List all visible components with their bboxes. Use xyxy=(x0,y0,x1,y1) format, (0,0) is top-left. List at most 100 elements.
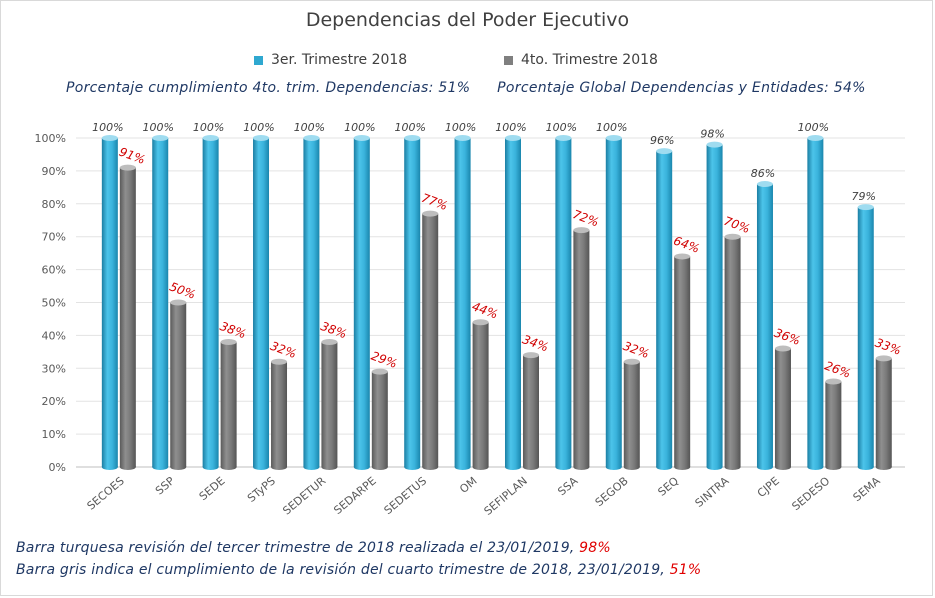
data-label-q4: 29% xyxy=(369,349,399,371)
bar-q4 xyxy=(271,358,288,470)
data-label-q4: 70% xyxy=(722,214,752,236)
bar-q3 xyxy=(857,204,874,470)
data-label-q4: 38% xyxy=(218,319,248,341)
legend-swatch-q3 xyxy=(254,55,263,65)
data-label-q4: 36% xyxy=(772,326,802,348)
y-tick-label: 100% xyxy=(35,132,66,145)
bar-q4 xyxy=(674,253,691,470)
footnote-q3: Barra turquesa revisión del tercer trime… xyxy=(16,540,611,556)
x-tick-label: SEDETUR xyxy=(280,474,328,517)
x-tick-label: SEGOB xyxy=(593,474,631,509)
footnote-q4-value: 51% xyxy=(669,562,702,578)
y-tick-label: 30% xyxy=(42,362,66,375)
data-label-q3: 100% xyxy=(344,121,375,134)
data-label-q3: 100% xyxy=(596,121,627,134)
x-tick-label: STyPS xyxy=(245,474,278,505)
summary-dependencias: Porcentaje cumplimiento 4to. trim. Depen… xyxy=(66,80,471,96)
bar-q3 xyxy=(454,135,471,470)
data-label-q4: 26% xyxy=(823,359,853,381)
legend-item-q3: 3er. Trimestre 2018 xyxy=(254,52,407,68)
bar-q4 xyxy=(774,345,791,470)
bar-q4 xyxy=(724,233,741,470)
x-tick-label: SEDARPE xyxy=(331,474,378,517)
bar-q4 xyxy=(371,368,388,470)
y-tick-label: 90% xyxy=(42,165,66,178)
x-tick-label: SEDETUS xyxy=(382,474,430,517)
data-label-q3: 100% xyxy=(798,121,829,134)
data-label-q3: 96% xyxy=(650,134,674,147)
data-label-q3: 100% xyxy=(394,121,425,134)
bar-q4 xyxy=(119,164,136,470)
bar-q4 xyxy=(422,210,439,470)
data-label-q3: 100% xyxy=(143,121,174,134)
x-tick-label: SEFIPLAN xyxy=(482,474,530,518)
legend-label-q3: 3er. Trimestre 2018 xyxy=(271,52,408,68)
data-label-q4: 38% xyxy=(319,319,349,341)
y-tick-label: 60% xyxy=(42,264,66,277)
data-label-q3: 100% xyxy=(495,121,526,134)
y-tick-label: 40% xyxy=(42,329,66,342)
y-tick-label: 20% xyxy=(42,395,66,408)
x-tick-label: SINTRA xyxy=(693,474,732,510)
bar-q3 xyxy=(353,135,370,470)
data-label-q3: 86% xyxy=(751,167,775,180)
data-label-q3: 100% xyxy=(243,121,274,134)
footnote-q3-value: 98% xyxy=(579,540,611,556)
y-tick-label: 80% xyxy=(42,198,66,211)
x-tick-label: SEQ xyxy=(655,474,681,499)
bar-q3 xyxy=(101,135,118,470)
x-tick-label: OM xyxy=(457,474,479,496)
footnote-q3-text: Barra turquesa revisión del tercer trime… xyxy=(16,540,580,556)
data-label-q3: 100% xyxy=(445,121,476,134)
legend-label-q4: 4to. Trimestre 2018 xyxy=(521,52,658,68)
bar-q3 xyxy=(605,135,622,470)
x-tick-label: SEDE xyxy=(197,474,228,503)
legend-swatch-q4 xyxy=(504,55,513,65)
bar-q4 xyxy=(573,227,590,470)
bar-q4 xyxy=(825,378,842,470)
data-label-q4: 77% xyxy=(420,191,450,213)
data-label-q4: 72% xyxy=(571,207,601,229)
footnote-q4: Barra gris indica el cumplimiento de la … xyxy=(16,562,701,578)
data-label-q4: 32% xyxy=(621,339,651,361)
bar-q4 xyxy=(522,352,539,470)
legend: 3er. Trimestre 2018 4to. Trimestre 2018 xyxy=(0,52,935,70)
footnote-q4-text: Barra gris indica el cumplimiento de la … xyxy=(16,562,670,578)
bar-q4 xyxy=(875,355,892,470)
x-tick-label: SECOES xyxy=(85,474,127,512)
x-tick-label: SSA xyxy=(555,474,580,498)
bar-q3 xyxy=(706,141,723,470)
bar-q3 xyxy=(152,135,169,470)
data-label-q3: 79% xyxy=(852,190,876,203)
y-tick-label: 50% xyxy=(42,297,66,310)
bar-q3 xyxy=(656,148,673,470)
data-label-q3: 100% xyxy=(193,121,224,134)
data-label-q3: 98% xyxy=(700,128,724,141)
data-label-q3: 100% xyxy=(546,121,577,134)
y-tick-label: 70% xyxy=(42,231,66,244)
bar-q3 xyxy=(303,135,320,470)
bar-q4 xyxy=(220,338,237,470)
x-tick-label: SEDESO xyxy=(789,474,832,513)
bar-q3 xyxy=(756,181,773,470)
bar-q3 xyxy=(504,135,521,470)
summary-global: Porcentaje Global Dependencias y Entidad… xyxy=(497,80,866,96)
bar-q3 xyxy=(404,135,421,470)
summary-line: Porcentaje cumplimiento 4to. trim. Depen… xyxy=(66,80,888,96)
bar-q4 xyxy=(170,299,187,470)
bar-q3 xyxy=(555,135,572,470)
data-label-q4: 33% xyxy=(873,336,903,358)
bar-q4 xyxy=(321,338,338,470)
y-tick-label: 0% xyxy=(49,461,66,474)
data-label-q4: 50% xyxy=(168,280,198,302)
data-label-q3: 100% xyxy=(294,121,325,134)
data-label-q4: 32% xyxy=(268,339,298,361)
bar-q3 xyxy=(807,135,824,470)
data-label-q4: 91% xyxy=(117,145,147,167)
x-tick-label: CJPE xyxy=(755,474,782,500)
chart-title: Dependencias del Poder Ejecutivo xyxy=(305,9,630,31)
data-label-q3: 100% xyxy=(92,121,123,134)
bar-q3 xyxy=(202,135,219,470)
